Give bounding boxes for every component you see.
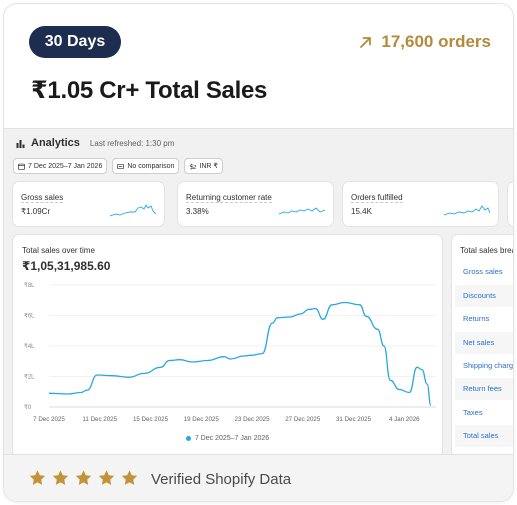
svg-text:2: 2 — [193, 165, 196, 170]
total-sales-headline: ₹1.05 Cr+ Total Sales — [31, 77, 268, 104]
breakdown-item-gross-sales[interactable]: Gross sales — [463, 267, 503, 276]
date-range-button[interactable]: 7 Dec 2025–7 Jan 2026 — [13, 158, 108, 174]
star-icon — [29, 470, 46, 485]
breakdown-item-discounts[interactable]: Discounts — [455, 285, 513, 307]
metric-label: Returning customer rate — [186, 193, 272, 203]
sales-breakdown-card: Total sales breakdown Gross sales Discou… — [452, 235, 513, 455]
y-tick-label: ₹0 — [24, 404, 32, 411]
card-footer: Verified Shopify Data — [4, 454, 513, 501]
legend-label: 7 Dec 2025–7 Jan 2026 — [194, 435, 270, 442]
breakdown-title: Total sales breakdown — [460, 246, 513, 255]
svg-text:$: $ — [190, 163, 194, 170]
x-tick-label: 23 Dec 2025 — [234, 416, 270, 423]
chart-legend: 7 Dec 2025–7 Jan 2026 — [13, 435, 442, 442]
sparkline — [279, 207, 325, 215]
breakdown-item-net-sales[interactable]: Net sales — [455, 332, 513, 354]
calendar-icon — [18, 163, 25, 170]
breakdown-item-total-sales[interactable]: Total sales — [455, 425, 513, 447]
period-badge: 30 Days — [29, 26, 121, 58]
metric-card-gross-sales[interactable]: Gross sales ₹1.09Cr — [13, 182, 164, 226]
total-sales-chart-card: Total sales over time ₹1,05,31,985.60 ₹0… — [13, 235, 442, 455]
breakdown-item-return-fees[interactable]: Return fees — [455, 378, 513, 400]
verified-label: Verified Shopify Data — [151, 471, 292, 488]
sales-card: 30 Days 17,600 orders ₹1.05 Cr+ Total Sa… — [3, 3, 514, 502]
sales-line-chart: ₹0 ₹2L ₹4L ₹6L ₹8L 7 Dec 2025 11 Dec 2025 15 De… — [24, 282, 436, 423]
star-icon — [52, 470, 69, 485]
analytics-header: Analytics Last refreshed: 1:30 pm — [16, 137, 174, 149]
metric-label: Gross sales — [21, 193, 64, 203]
currency-button[interactable]: $ 2 INR ₹ — [184, 158, 223, 174]
x-tick-label: 4 Jan 2026 — [389, 416, 420, 423]
x-tick-label: 31 Dec 2025 — [336, 416, 372, 423]
orders-label: 17,600 orders — [381, 32, 491, 51]
arrow-up-right-icon — [360, 37, 372, 48]
legend-dot — [185, 435, 191, 441]
metric-value: ₹1.09Cr — [21, 207, 51, 216]
currency-label: INR ₹ — [199, 163, 218, 170]
breakdown-item-shipping-charges[interactable]: Shipping charges — [463, 361, 513, 370]
metric-value: 15.4K — [351, 207, 372, 216]
analytics-title: Analytics — [31, 137, 80, 149]
metric-value: 3.38% — [186, 207, 209, 216]
rating-stars — [28, 469, 139, 487]
x-tick-label: 19 Dec 2025 — [184, 416, 220, 423]
y-tick-label: ₹6L — [24, 313, 35, 320]
bar-chart-icon — [16, 139, 25, 148]
filter-bar: 7 Dec 2025–7 Jan 2026 No comparison $ 2 … — [13, 158, 223, 174]
breakdown-item-returns[interactable]: Returns — [463, 314, 490, 323]
analytics-screenshot: Analytics Last refreshed: 1:30 pm 7 Dec … — [4, 128, 513, 455]
star-icon — [121, 470, 138, 485]
metric-card-orders-fulfilled[interactable]: Orders fulfilled 15.4K — [343, 182, 498, 226]
chart-total: ₹1,05,31,985.60 — [22, 259, 111, 273]
sparkline — [444, 205, 490, 216]
date-range-label: 7 Dec 2025–7 Jan 2026 — [28, 162, 103, 170]
breakdown-item-taxes[interactable]: Taxes — [463, 408, 483, 417]
comparison-label: No comparison — [127, 162, 175, 170]
x-tick-label: 15 Dec 2025 — [133, 416, 169, 423]
metric-label: Orders fulfilled — [351, 193, 403, 203]
sparkline — [110, 204, 156, 217]
star-icon — [75, 470, 92, 485]
currency-icon: $ 2 — [190, 163, 197, 170]
orders-count: 17,600 orders — [359, 32, 491, 52]
star-icon — [98, 470, 115, 485]
compare-icon — [117, 163, 125, 169]
y-tick-label: ₹2L — [24, 374, 35, 381]
comparison-button[interactable]: No comparison — [112, 158, 180, 174]
x-tick-label: 27 Dec 2025 — [285, 416, 321, 423]
last-refreshed: Last refreshed: 1:30 pm — [89, 138, 175, 148]
chart-title: Total sales over time — [22, 246, 95, 255]
x-tick-label: 11 Dec 2025 — [82, 416, 117, 423]
y-tick-label: ₹8L — [24, 282, 35, 289]
metric-card-returning-customer-rate[interactable]: Returning customer rate 3.38% — [178, 182, 333, 226]
x-tick-label: 7 Dec 2025 — [33, 416, 65, 423]
series-line — [48, 301, 432, 407]
y-tick-label: ₹4L — [24, 343, 35, 350]
metric-card-partial[interactable] — [508, 182, 513, 226]
